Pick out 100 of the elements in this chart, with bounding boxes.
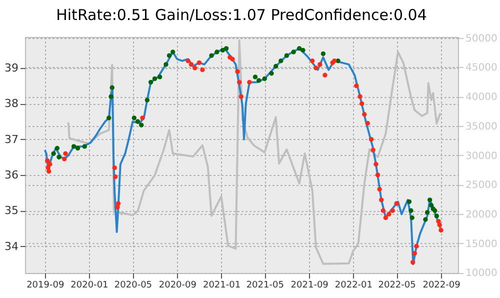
point bbox=[209, 53, 214, 58]
point bbox=[200, 67, 205, 72]
point bbox=[318, 62, 322, 67]
x-tick-label: 2022-09 bbox=[422, 280, 461, 290]
point bbox=[410, 215, 414, 220]
point bbox=[291, 50, 296, 54]
x-tick-label: 2020-09 bbox=[158, 280, 197, 290]
point bbox=[406, 199, 412, 204]
point bbox=[236, 80, 242, 85]
point bbox=[408, 208, 414, 213]
point bbox=[390, 208, 395, 213]
point bbox=[434, 214, 440, 218]
point bbox=[296, 46, 302, 51]
y-tick-label: 35 bbox=[4, 204, 18, 218]
point bbox=[235, 69, 240, 74]
y-tick-label: 34 bbox=[4, 240, 18, 253]
point bbox=[220, 48, 226, 53]
point bbox=[54, 146, 60, 151]
point bbox=[140, 116, 145, 120]
point bbox=[437, 222, 442, 228]
point bbox=[423, 217, 428, 222]
point bbox=[410, 260, 416, 265]
point bbox=[238, 94, 244, 99]
y-tick-label: 38 bbox=[4, 97, 18, 110]
point bbox=[380, 208, 386, 213]
point bbox=[157, 74, 162, 80]
point bbox=[374, 162, 378, 167]
point bbox=[116, 201, 121, 206]
point bbox=[106, 116, 112, 120]
point bbox=[135, 119, 140, 124]
point bbox=[375, 172, 380, 178]
point bbox=[164, 62, 168, 67]
point bbox=[148, 80, 154, 85]
point bbox=[224, 46, 229, 51]
point bbox=[192, 66, 198, 70]
x-tick-label: 2022-01 bbox=[334, 280, 372, 290]
point bbox=[354, 84, 359, 88]
y-tick-label: 36 bbox=[4, 168, 18, 182]
point bbox=[132, 116, 136, 120]
point bbox=[110, 85, 114, 90]
point bbox=[46, 169, 52, 174]
point bbox=[362, 112, 367, 117]
x-tick-label: 2019-09 bbox=[26, 280, 64, 290]
x-tick-label: 2021-05 bbox=[246, 280, 284, 290]
point bbox=[424, 210, 430, 215]
point bbox=[383, 215, 388, 220]
point bbox=[377, 186, 382, 192]
point bbox=[170, 50, 176, 54]
point bbox=[427, 198, 432, 202]
point bbox=[394, 201, 399, 206]
chart-title: HitRate:0.51 Gain/Loss:1.07 PredConfidence:0.04 bbox=[56, 6, 427, 24]
point bbox=[188, 62, 194, 67]
point bbox=[278, 58, 284, 64]
point bbox=[186, 58, 190, 64]
point bbox=[360, 101, 364, 106]
point bbox=[230, 56, 235, 62]
point bbox=[269, 71, 274, 76]
point bbox=[51, 151, 56, 156]
point bbox=[62, 156, 67, 162]
point bbox=[386, 212, 392, 217]
y-tick-label: 37 bbox=[4, 132, 18, 146]
point bbox=[48, 162, 52, 167]
x-tick-label: 2022-05 bbox=[378, 280, 416, 290]
point bbox=[113, 174, 118, 180]
point bbox=[247, 80, 252, 85]
point bbox=[214, 50, 220, 54]
point bbox=[63, 151, 68, 156]
point bbox=[75, 146, 80, 151]
point bbox=[166, 53, 172, 58]
point bbox=[314, 66, 318, 70]
point bbox=[379, 198, 384, 202]
x-tick-label: 2021-09 bbox=[290, 280, 329, 290]
point bbox=[45, 158, 50, 164]
point bbox=[252, 74, 258, 80]
point bbox=[262, 76, 267, 82]
point bbox=[438, 228, 444, 233]
point bbox=[358, 94, 362, 99]
point bbox=[310, 58, 315, 64]
point bbox=[152, 76, 158, 82]
y-tick-label: 39 bbox=[4, 62, 18, 75]
x-tick-label: 2020-01 bbox=[70, 280, 108, 290]
point bbox=[139, 122, 144, 128]
point bbox=[112, 165, 117, 170]
point bbox=[365, 120, 370, 126]
point bbox=[322, 72, 328, 78]
point bbox=[284, 53, 290, 58]
x-tick-label: 2020-05 bbox=[114, 280, 152, 290]
point bbox=[412, 251, 417, 256]
x-tick-label: 2021-01 bbox=[202, 280, 241, 290]
point bbox=[428, 202, 434, 208]
point bbox=[414, 244, 419, 249]
point bbox=[144, 98, 150, 102]
point bbox=[320, 51, 326, 56]
point bbox=[300, 48, 306, 53]
point bbox=[71, 144, 76, 149]
point bbox=[196, 60, 202, 66]
point bbox=[370, 148, 376, 152]
point bbox=[56, 154, 62, 160]
point bbox=[108, 94, 114, 99]
point bbox=[273, 64, 278, 69]
